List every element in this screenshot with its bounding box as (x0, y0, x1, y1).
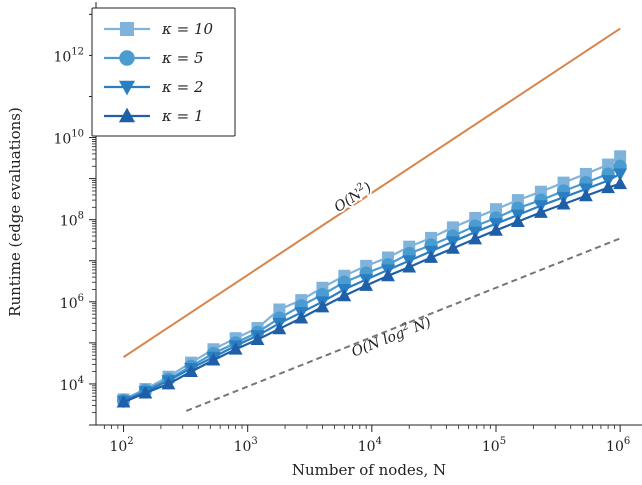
x-axis-label: Number of nodes, N (292, 461, 446, 479)
legend-box (91, 7, 236, 137)
data-point (272, 321, 287, 335)
x-tick-label: 103 (234, 436, 258, 455)
data-point (116, 394, 131, 408)
y-tick-label: 104 (60, 375, 84, 394)
data-point (250, 332, 265, 346)
legend-marker (118, 107, 136, 123)
y-tick-label: 106 (60, 293, 84, 312)
data-point (446, 241, 460, 254)
data-point (424, 250, 438, 263)
reference-line-n-log2n (185, 237, 621, 412)
data-point (556, 196, 571, 210)
data-point (206, 352, 221, 366)
x-tick-label: 105 (482, 436, 506, 455)
data-point (337, 288, 352, 302)
legend: κ = 10 κ = 5 κ = 2 κ = 1 (91, 7, 236, 137)
data-point (402, 259, 417, 273)
x-tick-label: 104 (358, 436, 382, 455)
data-point (510, 214, 525, 227)
legend-label: κ = 5 (161, 49, 203, 67)
data-point (613, 168, 628, 182)
x-tick-label: 102 (109, 436, 133, 455)
data-point (294, 310, 309, 324)
legend-marker (119, 50, 135, 66)
data-point (533, 205, 548, 218)
legend-label: κ = 1 (161, 107, 203, 125)
data-point (489, 223, 503, 236)
data-point (315, 299, 330, 313)
y-tick-label: 108 (60, 211, 84, 230)
data-point (138, 385, 153, 399)
series-4 (116, 176, 628, 408)
data-point (184, 364, 198, 377)
label-n-log2n: O(N log2 N) (349, 313, 434, 361)
x-tick-label: 106 (606, 436, 630, 455)
reference-line-n-squared (122, 27, 621, 358)
data-point (602, 158, 615, 171)
data-point (381, 268, 395, 282)
y-tick-label: 1010 (53, 129, 84, 148)
data-point (614, 150, 627, 163)
data-point (228, 342, 243, 355)
legend-marker (120, 22, 134, 36)
y-axis-label: Runtime (edge evaluations) (6, 107, 24, 317)
data-point (601, 180, 616, 194)
data-point (613, 176, 628, 190)
legend-label: κ = 2 (161, 78, 203, 96)
y-tick-label: 1012 (53, 46, 84, 65)
data-point (161, 376, 176, 390)
label-n-squared: O(N2) (330, 178, 374, 216)
legend-marker (118, 80, 136, 96)
data-point (579, 188, 593, 202)
data-point (359, 278, 374, 291)
data-point (468, 231, 483, 245)
legend-label: κ = 10 (161, 20, 213, 38)
